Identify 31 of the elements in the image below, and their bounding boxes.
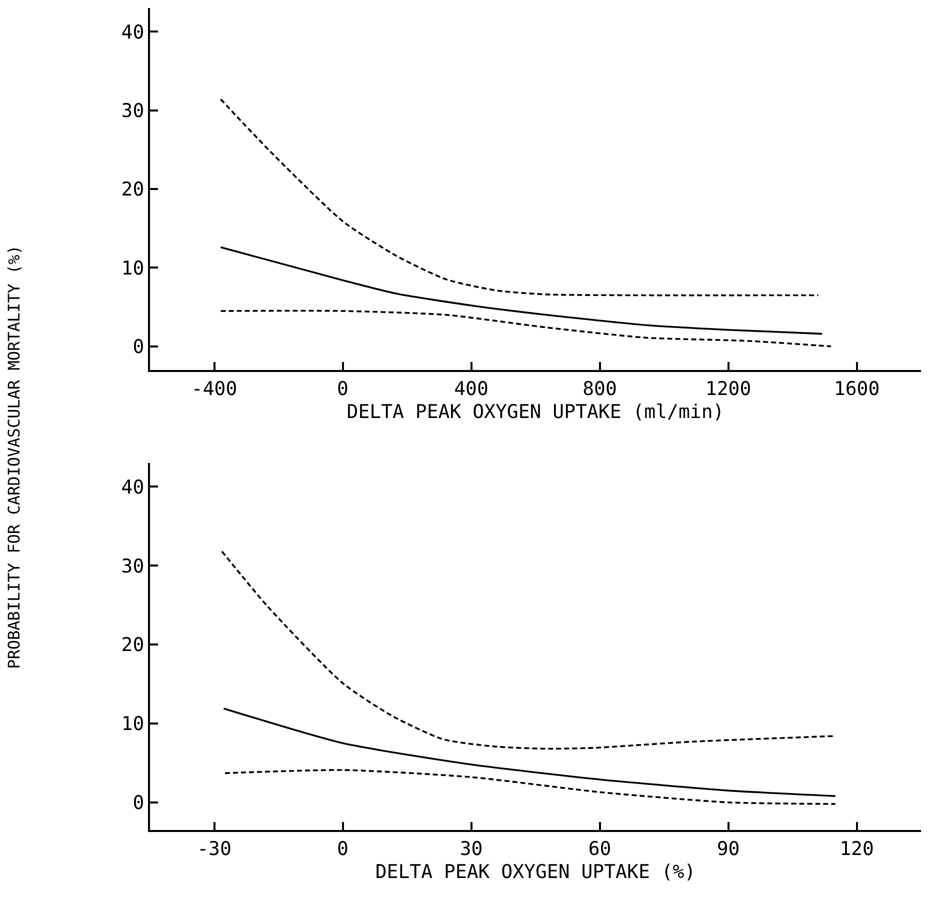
x-tick-label: 0 bbox=[337, 838, 348, 860]
line-series bbox=[220, 310, 832, 348]
y-tick-label: 20 bbox=[121, 634, 144, 656]
x-tick-label: 120 bbox=[840, 838, 874, 860]
y-tick-label: 30 bbox=[121, 555, 144, 578]
x-axis-title: DELTA PEAK OXYGEN UPTAKE (ml/min) bbox=[346, 401, 724, 424]
x-tick-label: 0 bbox=[337, 378, 348, 400]
y-tick-label: 0 bbox=[132, 792, 144, 814]
x-tick-label: -30 bbox=[197, 838, 232, 860]
x-axis-title: DELTA PEAK OXYGEN UPTAKE (%) bbox=[375, 861, 696, 884]
y-tick-label: 10 bbox=[121, 257, 144, 280]
line-series bbox=[224, 769, 836, 805]
y-tick-label: 0 bbox=[132, 336, 144, 358]
y-tick-label: 40 bbox=[121, 21, 144, 44]
line-series bbox=[220, 98, 820, 296]
line-series bbox=[222, 708, 836, 797]
line-series bbox=[220, 246, 823, 335]
y-tick-label: 40 bbox=[121, 476, 144, 498]
x-tick-label: 60 bbox=[588, 838, 612, 860]
x-tick-label: 1600 bbox=[834, 378, 880, 400]
x-tick-label: 90 bbox=[716, 838, 740, 860]
x-tick-label: 1200 bbox=[705, 378, 752, 400]
y-tick-label: 10 bbox=[121, 713, 144, 736]
x-tick-label: -400 bbox=[191, 378, 238, 400]
y-tick-label: 30 bbox=[121, 100, 144, 122]
y-axis-title: PROBABILITY FOR CARDIOVASCULAR MORTALITY (%) bbox=[4, 245, 24, 669]
x-tick-label: 800 bbox=[582, 378, 617, 400]
y-tick-label: 20 bbox=[121, 178, 144, 201]
x-tick-label: 30 bbox=[460, 838, 483, 860]
x-tick-label: 400 bbox=[454, 378, 488, 400]
line-series bbox=[221, 550, 834, 750]
